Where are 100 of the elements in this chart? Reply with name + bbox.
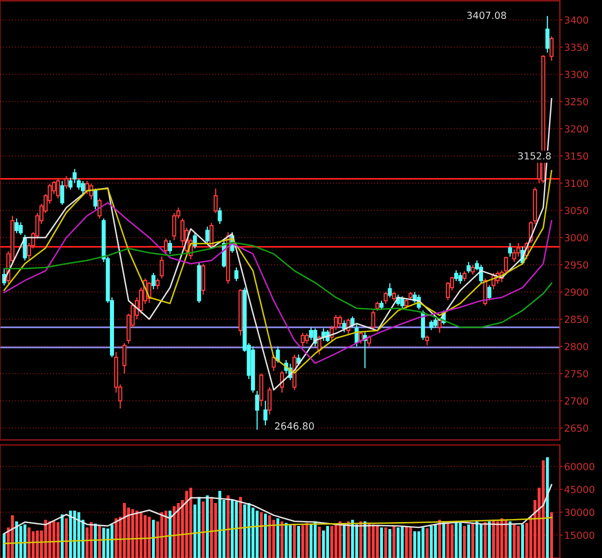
bar	[318, 526, 321, 558]
bar	[168, 510, 172, 558]
line-series	[3, 170, 552, 374]
candlestick	[470, 264, 475, 276]
bar	[516, 526, 520, 558]
candlestick	[358, 332, 363, 344]
bar	[264, 514, 267, 558]
candlestick	[122, 342, 126, 374]
y-tick-label: 3100	[564, 180, 588, 187]
bar	[380, 527, 383, 558]
y-tick-label: 3000	[564, 234, 588, 242]
bar	[94, 524, 97, 558]
bar	[239, 496, 242, 558]
candlestick	[156, 278, 160, 290]
y-tick-label: 2650	[564, 424, 588, 432]
candlestick	[466, 261, 471, 274]
candlestick	[234, 266, 238, 282]
bar	[144, 515, 147, 558]
annotation: 3407.08	[467, 12, 506, 20]
bar	[122, 503, 126, 558]
bar	[284, 522, 288, 558]
bar	[430, 526, 433, 558]
candlestick	[458, 272, 462, 284]
candlestick	[342, 320, 346, 333]
candlestick	[487, 284, 492, 301]
y-tick-label: 15000	[565, 532, 594, 539]
y-tick-label: 3350	[564, 44, 588, 51]
candlestick	[205, 226, 210, 244]
bar	[392, 526, 396, 558]
y-tick-label: 30000	[564, 508, 594, 516]
bar	[467, 524, 470, 558]
candlestick	[218, 207, 222, 224]
bar	[458, 522, 462, 558]
y-tick-label: 2800	[564, 342, 588, 350]
y-tick-label: 2900	[564, 288, 588, 296]
candlestick	[338, 314, 342, 328]
line-series	[3, 202, 552, 364]
bar	[176, 503, 180, 558]
bar	[475, 521, 478, 558]
candlestick	[429, 320, 434, 331]
y-tick-label: 3050	[564, 206, 588, 214]
candlestick	[18, 222, 23, 236]
candlestick	[350, 316, 355, 328]
candlestick	[268, 386, 272, 415]
bar	[496, 521, 500, 558]
candlestick	[300, 332, 305, 347]
bar	[280, 521, 284, 558]
bar	[44, 520, 48, 558]
y-tick-label: 3200	[564, 125, 588, 133]
candlestick	[64, 176, 68, 190]
bar	[276, 518, 280, 558]
y-tick-label: 3400	[564, 16, 588, 24]
candlestick	[168, 240, 172, 254]
candlestick	[508, 242, 512, 258]
candlestick	[172, 212, 176, 241]
bar	[521, 524, 524, 558]
bar	[226, 495, 230, 558]
bar	[334, 524, 338, 558]
bar	[438, 520, 442, 558]
bar	[368, 522, 371, 558]
annotation: 3152.8	[518, 152, 551, 160]
bar	[256, 510, 259, 558]
bar	[206, 495, 209, 558]
candlestick	[425, 334, 430, 346]
bar	[15, 521, 18, 558]
y-tick-label: 2700	[564, 397, 588, 405]
bar	[292, 524, 296, 558]
y-tick-label: 3300	[564, 70, 588, 78]
bar	[426, 528, 429, 558]
bar	[185, 490, 188, 558]
bar	[56, 522, 60, 558]
y-tick-label: 2850	[564, 316, 588, 324]
candlestick	[164, 238, 168, 254]
bar	[550, 512, 554, 558]
bar	[28, 527, 30, 558]
candlestick	[512, 248, 516, 263]
bar	[305, 522, 308, 558]
bar	[450, 524, 454, 558]
bar	[500, 518, 504, 558]
bar	[446, 522, 450, 558]
line-series	[3, 516, 552, 544]
bar	[140, 512, 142, 558]
bar	[2, 534, 6, 558]
candlestick	[22, 234, 27, 261]
bar	[98, 526, 101, 558]
bar	[422, 527, 424, 558]
bar	[198, 496, 201, 558]
bar	[297, 526, 300, 558]
candlestick	[384, 291, 388, 304]
bar	[359, 521, 362, 558]
candlestick	[272, 354, 276, 372]
bar	[409, 527, 412, 558]
y-tick-label: 60000	[564, 462, 594, 470]
y-tick-label: 45000	[564, 486, 594, 494]
bar	[463, 526, 466, 558]
bar	[114, 518, 118, 558]
candlestick	[60, 180, 64, 206]
bar	[396, 527, 400, 558]
candlestick	[400, 296, 404, 309]
bar	[363, 521, 366, 558]
